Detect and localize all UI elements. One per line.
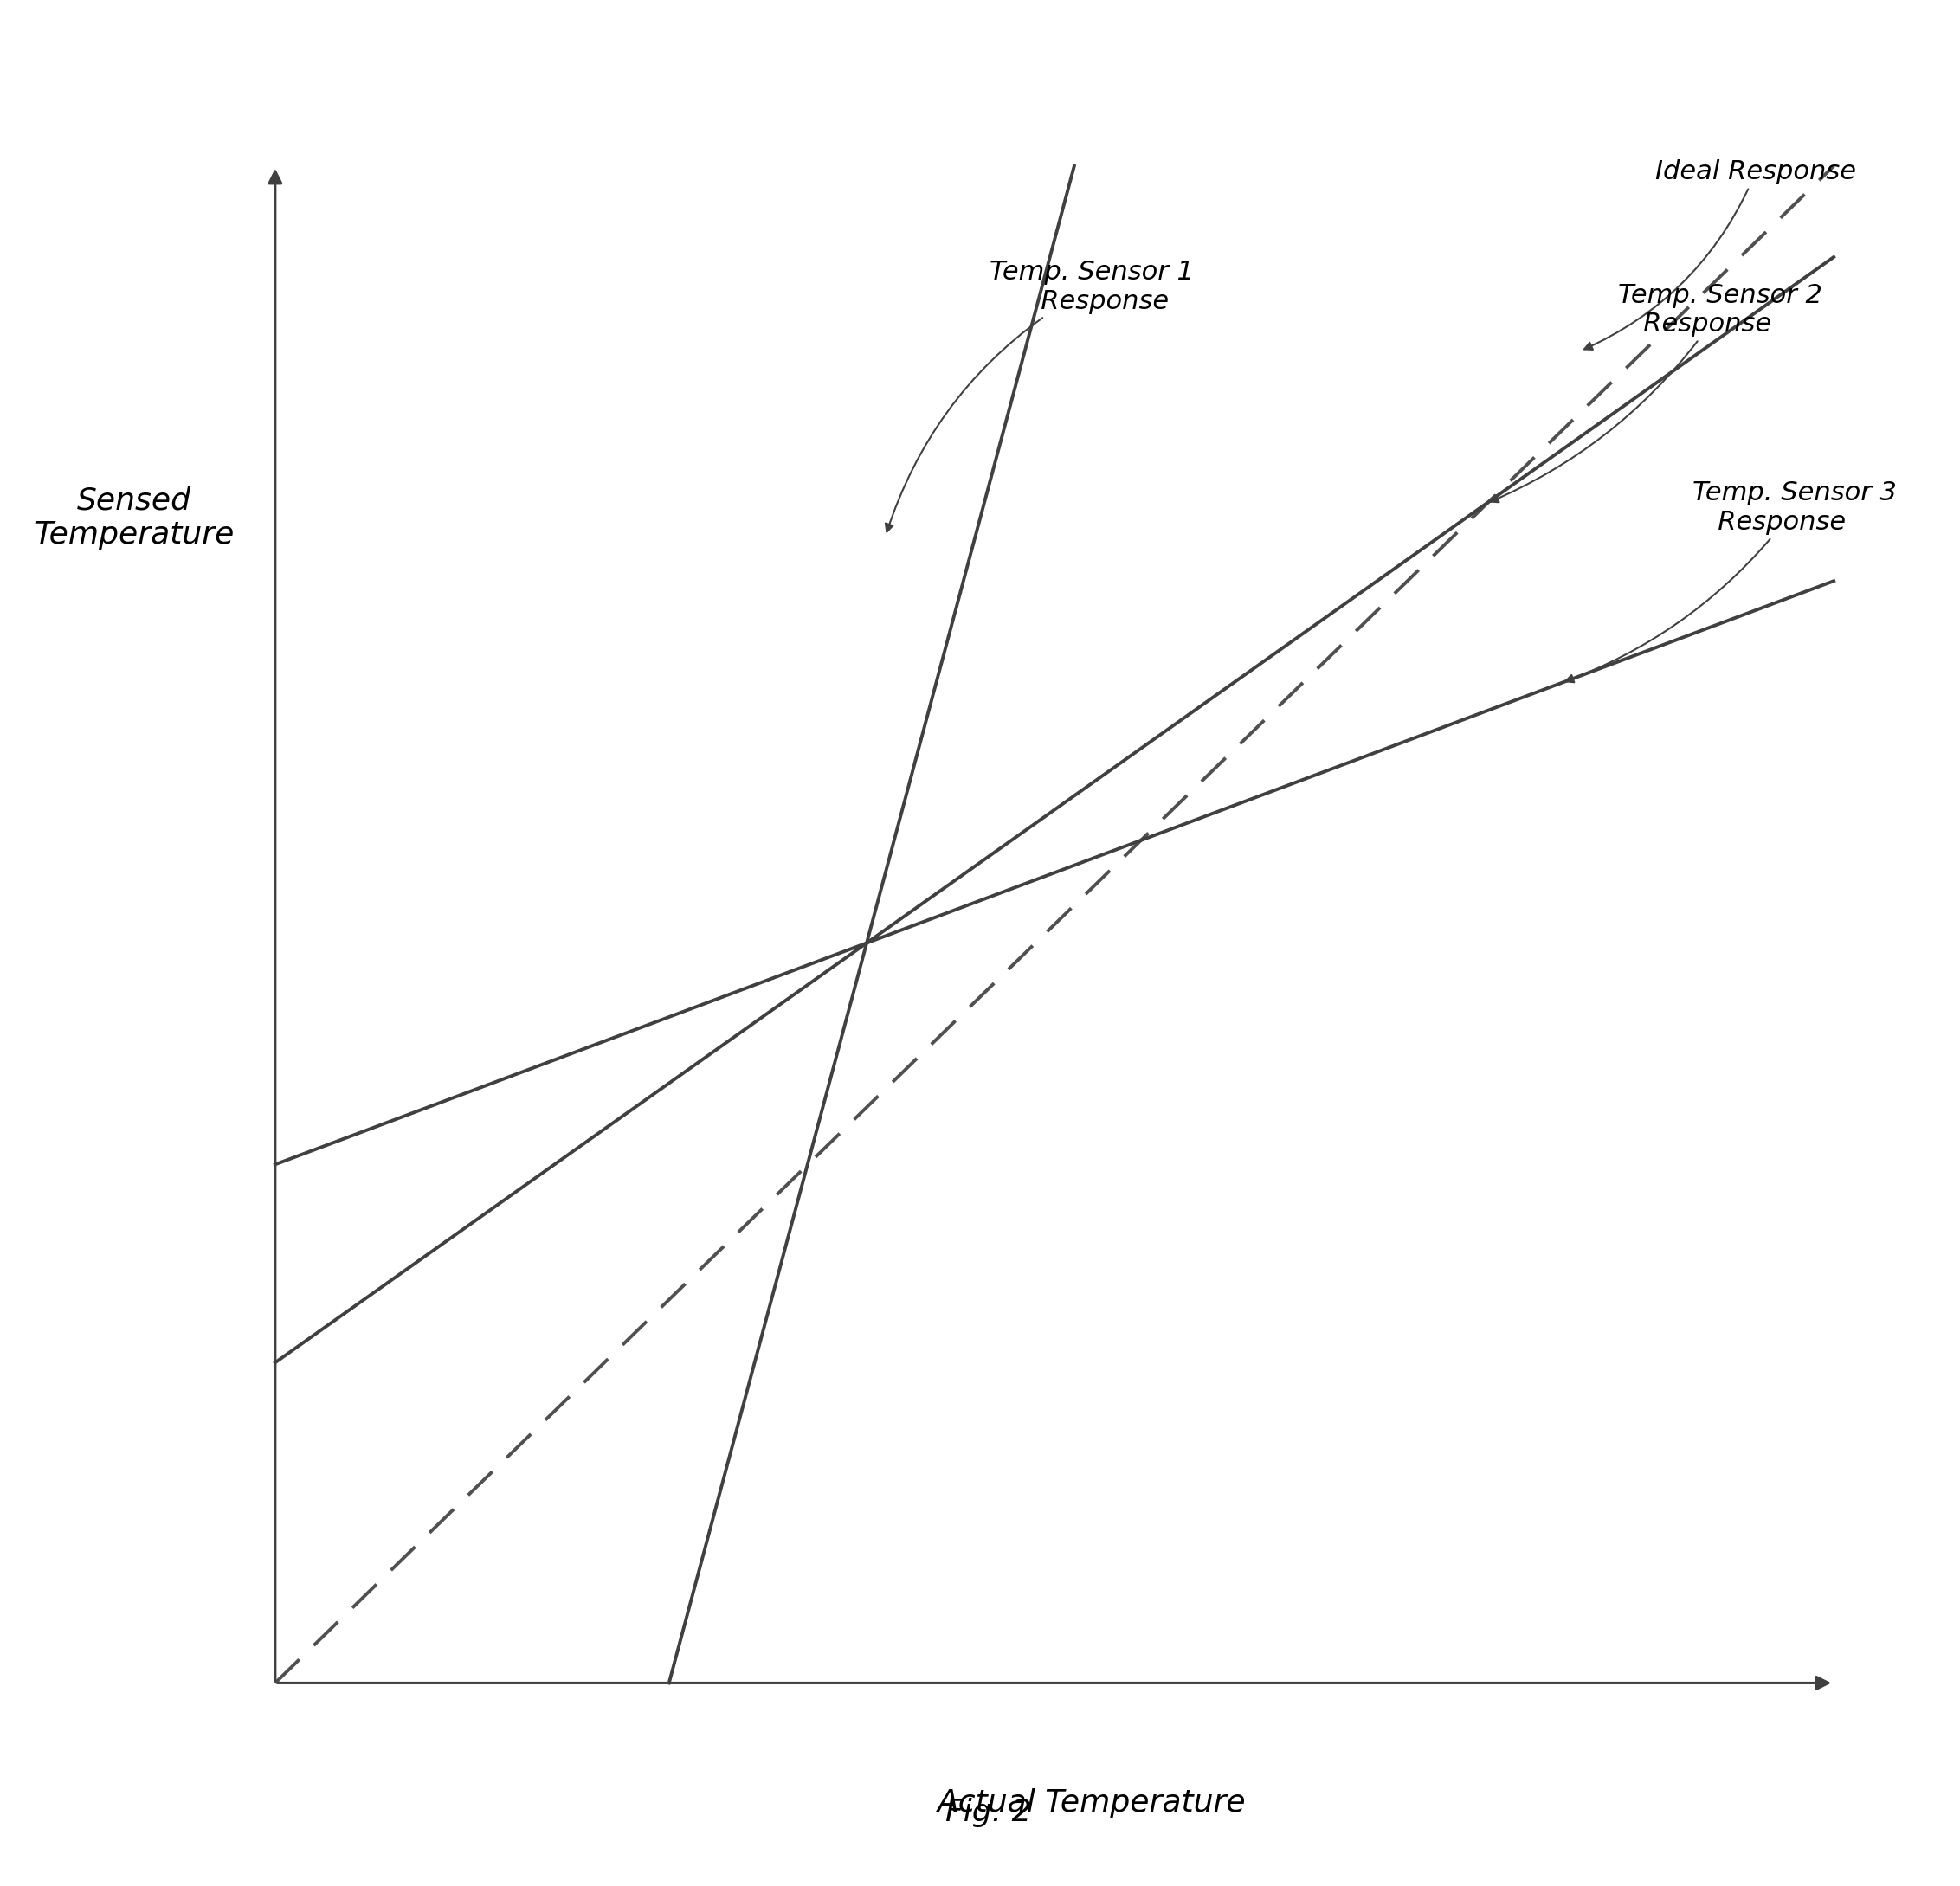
- Text: Temp. Sensor 3
   Response: Temp. Sensor 3 Response: [1566, 481, 1897, 683]
- Text: Sensed
Temperature: Sensed Temperature: [33, 487, 235, 549]
- Text: Fig. 2: Fig. 2: [945, 1797, 1031, 1828]
- Text: Temp. Sensor 1
   Response: Temp. Sensor 1 Response: [886, 260, 1194, 532]
- Text: Actual Temperature: Actual Temperature: [937, 1788, 1247, 1818]
- Text: Temp. Sensor 2
   Response: Temp. Sensor 2 Response: [1490, 283, 1823, 502]
- Text: Ideal Response: Ideal Response: [1584, 160, 1856, 349]
